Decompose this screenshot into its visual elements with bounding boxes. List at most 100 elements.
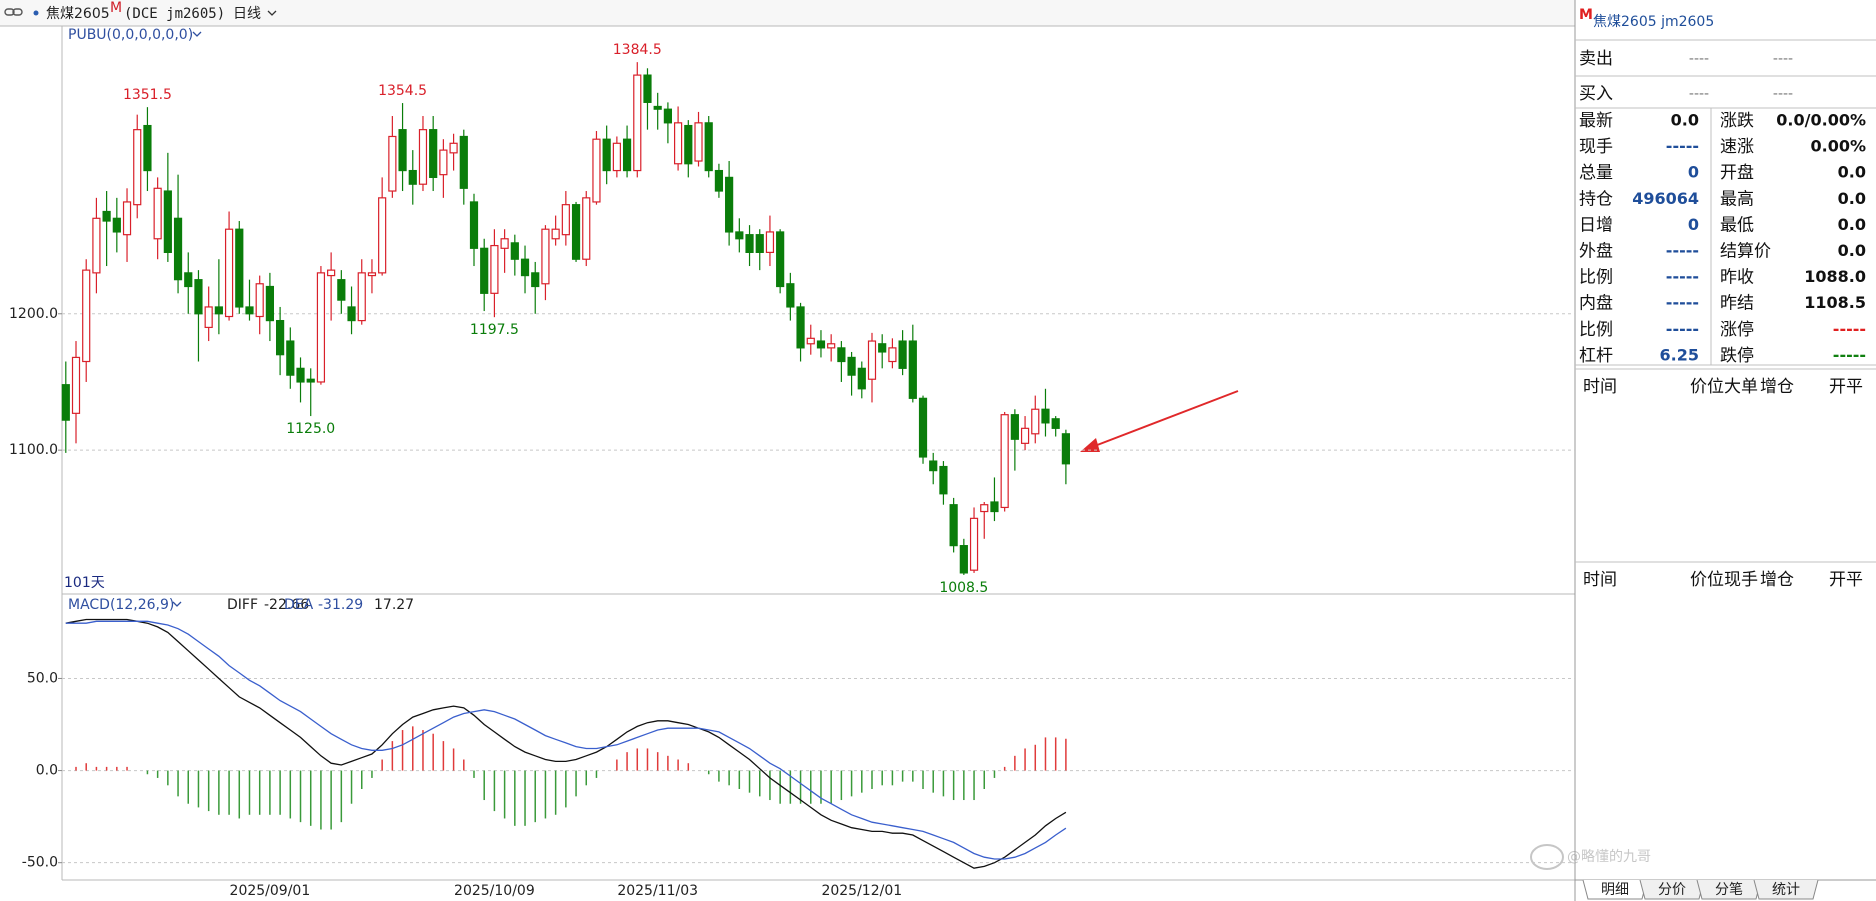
x-tick-label: 2025/12/01 [821, 883, 902, 899]
candle-body [1000, 414, 1009, 509]
indicator-label[interactable]: PUBU(0,0,0,0,0,0) [68, 27, 193, 43]
dea-name: DEA [284, 597, 314, 613]
candle-body [490, 244, 499, 294]
table-header: 时间 [1583, 377, 1617, 397]
candle-body [704, 122, 713, 172]
table-header: 开平 [1829, 377, 1863, 397]
low-label: 1008.5 [939, 580, 988, 596]
y-tick-label: 1200.0 [9, 306, 58, 322]
candle-body [276, 319, 285, 356]
diff-name: DIFF [227, 597, 258, 613]
tab-label[interactable]: 明细 [1601, 882, 1629, 898]
chevron [267, 10, 277, 16]
quote-label: 最高 [1720, 189, 1754, 209]
candle-body [531, 272, 540, 288]
candle-body [918, 397, 928, 458]
status-dot [33, 10, 39, 16]
candle-body [653, 105, 662, 110]
tab-label[interactable]: 分价 [1658, 882, 1686, 898]
order-price: ---- [1689, 86, 1709, 102]
quote-label: 最低 [1720, 215, 1754, 235]
quote-label: 杠杆 [1579, 346, 1613, 366]
quote-label: 速涨 [1720, 137, 1754, 157]
candle-body [867, 340, 877, 380]
link-icon [4, 8, 23, 16]
symbol-name[interactable]: 焦煤2605 [46, 6, 110, 22]
period-selector[interactable]: 日线 [233, 6, 261, 22]
candle-body [1031, 408, 1040, 435]
x-tick-label: 2025/10/09 [454, 883, 535, 899]
quote-label: 昨收 [1720, 268, 1754, 288]
candle-body [347, 306, 356, 322]
candle-body [520, 258, 530, 277]
quote-value: 0.0 [1838, 241, 1866, 260]
candle-body [551, 228, 560, 240]
candle-body [143, 124, 152, 172]
candle-body [316, 272, 326, 383]
quote-value: 0 [1688, 163, 1699, 182]
candle-body [296, 367, 305, 383]
quote-label: 最新 [1579, 111, 1613, 131]
quote-label: 涨停 [1720, 320, 1754, 340]
candle-body [408, 169, 417, 185]
order-volume: ---- [1773, 51, 1793, 67]
candle-body [122, 201, 132, 236]
candle-body [755, 234, 764, 253]
candle-body [153, 187, 162, 240]
quote-value: ----- [1833, 319, 1866, 338]
candle-body [286, 340, 295, 376]
tab[interactable] [1753, 879, 1819, 900]
candle-body [980, 504, 989, 513]
table-header: 现手 [1724, 570, 1758, 590]
watermark-text: @略懂的九哥 [1567, 849, 1651, 865]
y-tick-label: 1100.0 [9, 442, 58, 458]
macd-value: 17.27 [374, 597, 414, 613]
quote-value: 6.25 [1660, 345, 1699, 364]
panel-title: 焦煤2605 jm2605 [1593, 14, 1714, 30]
candle-body [306, 378, 315, 383]
candle-body [500, 238, 509, 249]
candle-body [102, 210, 111, 222]
candle-body [194, 279, 203, 315]
candle-body [235, 228, 244, 308]
candle-body [510, 242, 519, 260]
high-label: 1384.5 [613, 42, 662, 58]
candle-body [990, 501, 999, 513]
candle-body [939, 465, 948, 495]
diff-value: -22.66 [264, 597, 309, 613]
x-tick-label: 2025/09/01 [230, 883, 311, 899]
high-label: 1351.5 [123, 87, 172, 103]
quote-label: 日增 [1579, 215, 1613, 235]
quote-label: 开盘 [1720, 163, 1754, 183]
quote-label: 外盘 [1579, 242, 1613, 262]
tab-label[interactable]: 统计 [1772, 882, 1800, 898]
candle-body [949, 504, 958, 547]
candle-body [857, 367, 866, 390]
quote-value: ----- [1666, 319, 1699, 338]
quote-value: ----- [1666, 293, 1699, 312]
quote-label: 昨结 [1720, 294, 1754, 314]
quote-value: ----- [1666, 267, 1699, 286]
candle-body [663, 108, 672, 124]
macd-label[interactable]: MACD(12,26,9) [68, 597, 174, 613]
candle-body [796, 306, 805, 349]
watermark: @略懂的九哥 [1530, 844, 1651, 870]
candle-body [735, 231, 744, 240]
quote-label: 比例 [1579, 268, 1613, 288]
table-header: 大单 [1724, 377, 1758, 397]
tab-label[interactable]: 分笔 [1715, 882, 1743, 898]
quote-value: 1088.0 [1804, 267, 1866, 286]
candle-body [214, 306, 223, 315]
candle-body [776, 231, 785, 288]
table-header: 增仓 [1760, 377, 1794, 397]
candle-body [643, 74, 652, 103]
candle-body [357, 272, 366, 322]
candle-body [541, 228, 550, 285]
table-header: 价位 [1690, 377, 1724, 397]
chevron [192, 31, 202, 37]
table-header: 开平 [1829, 570, 1863, 590]
candle-body [571, 204, 581, 260]
candle-body [694, 122, 703, 162]
quote-label: 总量 [1579, 163, 1613, 183]
low-label: 1197.5 [470, 322, 519, 338]
